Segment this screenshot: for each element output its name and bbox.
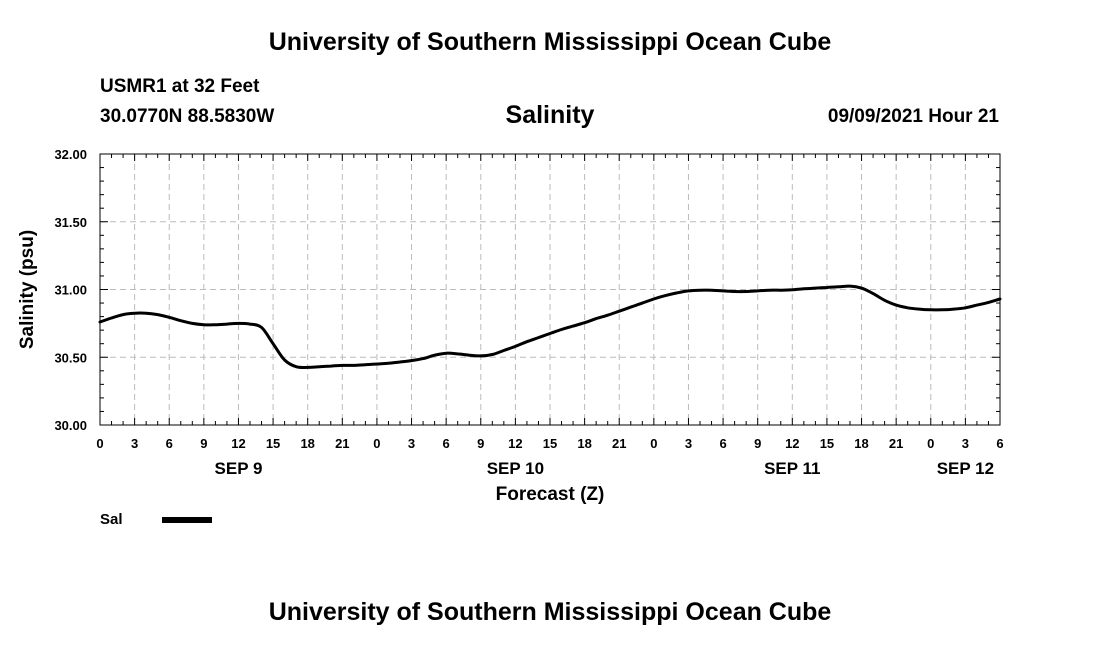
y-tick-label: 32.00: [54, 147, 87, 162]
x-day-label: SEP 11: [764, 459, 820, 478]
x-tick-label: 6: [166, 436, 173, 451]
series-layer: [98, 284, 1002, 370]
forecast-datetime: 09/09/2021 Hour 21: [827, 106, 999, 127]
x-tick-label: 21: [335, 436, 349, 451]
x-tick-label: 9: [754, 436, 761, 451]
station-label: USMR1 at 32 Feet: [100, 76, 260, 97]
grid-lines: [100, 154, 1000, 425]
x-tick-label: 15: [266, 436, 280, 451]
y-tick-label: 31.50: [54, 215, 87, 230]
x-tick-label: 0: [927, 436, 934, 451]
x-tick-label: 12: [231, 436, 245, 451]
x-tick-label: 0: [650, 436, 657, 451]
x-tick-label: 3: [685, 436, 692, 451]
x-tick-label: 0: [373, 436, 380, 451]
x-tick-label: 3: [962, 436, 969, 451]
x-tick-label: 15: [543, 436, 557, 451]
x-tick-label: 3: [408, 436, 415, 451]
x-tick-label: 6: [443, 436, 450, 451]
chart-title-top: University of Southern Mississippi Ocean…: [268, 28, 832, 56]
x-tick-label: 18: [300, 436, 314, 451]
x-tick-label: 12: [508, 436, 522, 451]
x-axis-label: Forecast (Z): [496, 484, 605, 505]
x-tick-label: 15: [820, 436, 834, 451]
x-tick-label: 9: [200, 436, 207, 451]
x-tick-label: 6: [719, 436, 726, 451]
coordinates-label: 30.0770N 88.5830W: [100, 106, 275, 127]
x-tick-label: 3: [131, 436, 138, 451]
y-tick-label: 30.50: [54, 350, 87, 365]
x-day-label: SEP 12: [937, 459, 994, 478]
legend-label: Sal: [100, 511, 123, 528]
y-axis-ticks: 30.00 30.50 31.00 31.50 32.00: [54, 147, 1000, 433]
x-tick-label: 6: [996, 436, 1003, 451]
x-tick-label: 18: [577, 436, 591, 451]
x-tick-label: 12: [785, 436, 799, 451]
x-tick-label: 21: [612, 436, 626, 451]
legend: Sal: [100, 511, 212, 528]
x-tick-label: 0: [96, 436, 103, 451]
x-day-label: SEP 9: [215, 459, 263, 478]
y-axis-label: Salinity (psu): [17, 230, 38, 349]
x-tick-label: 18: [854, 436, 868, 451]
variable-title: Salinity: [505, 101, 595, 129]
y-tick-label: 30.00: [54, 418, 87, 433]
x-axis-ticks: 0 3 6 9 12 15 18 21 0 3 6 9 12 15 18 21 0 3 6 9 12 15 18 21 0 3 6S…: [96, 154, 1004, 478]
chart-title-bottom: University of Southern Mississippi Ocean…: [268, 598, 832, 626]
y-tick-label: 31.00: [54, 283, 87, 298]
series-line-sal: [98, 284, 1002, 370]
x-tick-label: 9: [477, 436, 484, 451]
x-day-label: SEP 10: [487, 459, 544, 478]
x-tick-label: 21: [889, 436, 903, 451]
